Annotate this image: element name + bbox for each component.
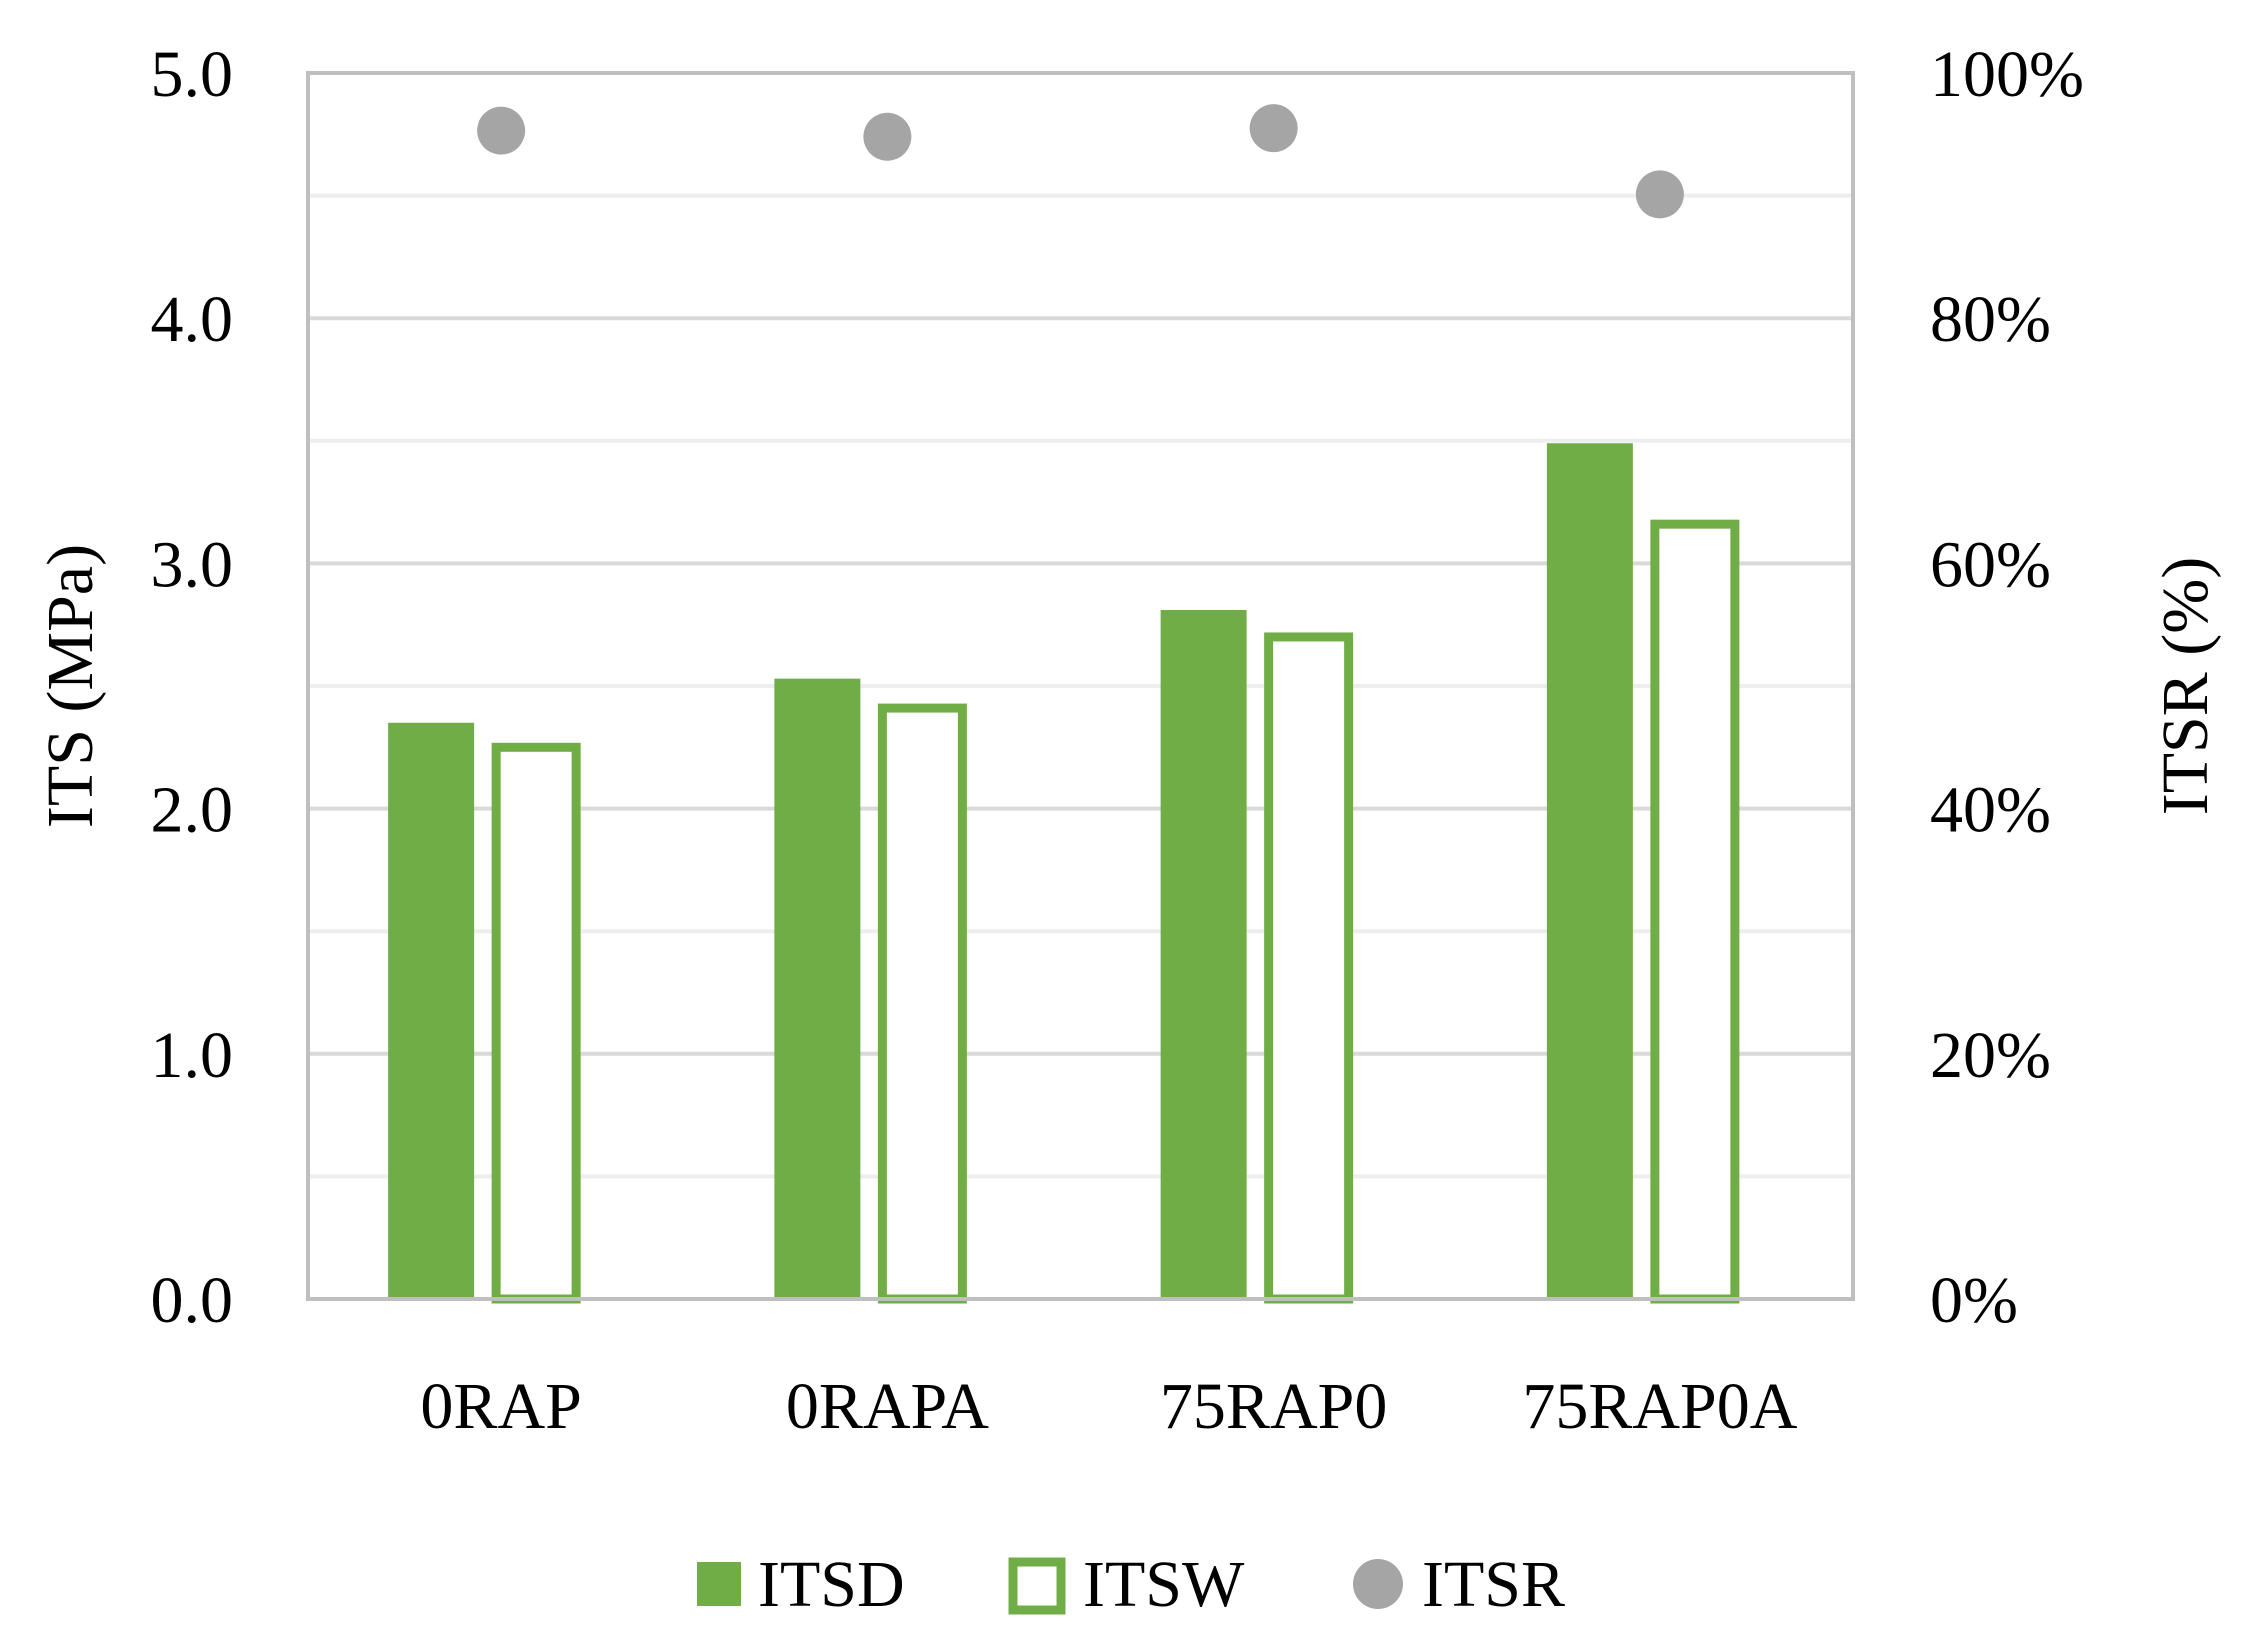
y2-tick-label: 100% xyxy=(1930,38,2084,111)
itsr-points xyxy=(477,104,1684,219)
bars xyxy=(388,443,1740,1304)
left-axis-ticks: 0.0 1.0 2.0 3.0 4.0 5.0 xyxy=(151,38,234,1337)
legend-itsw-label: ITSW xyxy=(1083,1548,1245,1621)
y2-tick-label: 60% xyxy=(1930,528,2051,601)
itsw-bar xyxy=(1650,519,1740,1304)
y-tick-label: 3.0 xyxy=(151,528,234,601)
y-tick-label: 4.0 xyxy=(151,283,234,356)
category-labels: 0RAP 0RAPA 75RAP0 75RAP0A xyxy=(420,1370,1797,1443)
y-axis-title: ITS (MPa) xyxy=(34,544,107,828)
legend-itsd-swatch xyxy=(697,1562,741,1606)
y2-tick-label: 20% xyxy=(1930,1019,2051,1092)
itsw-bar xyxy=(1264,632,1354,1304)
itsr-point xyxy=(1249,104,1298,153)
category-label: 75RAP0A xyxy=(1522,1370,1797,1443)
y-tick-label: 1.0 xyxy=(151,1019,234,1092)
itsd-bar xyxy=(388,722,475,1299)
itsd-bar xyxy=(1546,443,1633,1299)
legend-itsd-label: ITSD xyxy=(758,1548,905,1621)
y2-axis-title: ITSR (%) xyxy=(2149,557,2222,815)
itsd-bar xyxy=(1160,609,1247,1299)
y-tick-label: 5.0 xyxy=(151,38,234,111)
legend: ITSD ITSW ITSR xyxy=(697,1548,1565,1621)
category-label: 0RAP xyxy=(420,1370,581,1443)
itsr-point xyxy=(1635,170,1684,219)
itsd-bar xyxy=(774,678,861,1299)
y-tick-label: 0.0 xyxy=(151,1264,234,1337)
category-label: 75RAP0 xyxy=(1160,1370,1387,1443)
legend-itsw-swatch xyxy=(1008,1557,1066,1615)
right-axis-ticks: 0% 20% 40% 60% 80% 100% xyxy=(1930,38,2084,1337)
itsw-bar xyxy=(877,703,967,1304)
itsw-bar xyxy=(491,742,581,1304)
category-label: 0RAPA xyxy=(786,1370,989,1443)
y-tick-label: 2.0 xyxy=(151,774,234,847)
plot-frame xyxy=(306,71,1855,1301)
legend-itsr-swatch xyxy=(1353,1559,1403,1609)
itsr-point xyxy=(863,112,912,161)
y2-tick-label: 0% xyxy=(1930,1264,2018,1337)
itsr-point xyxy=(477,106,526,155)
y2-tick-label: 80% xyxy=(1930,283,2051,356)
legend-itsr-label: ITSR xyxy=(1422,1548,1565,1621)
y2-tick-label: 40% xyxy=(1930,774,2051,847)
